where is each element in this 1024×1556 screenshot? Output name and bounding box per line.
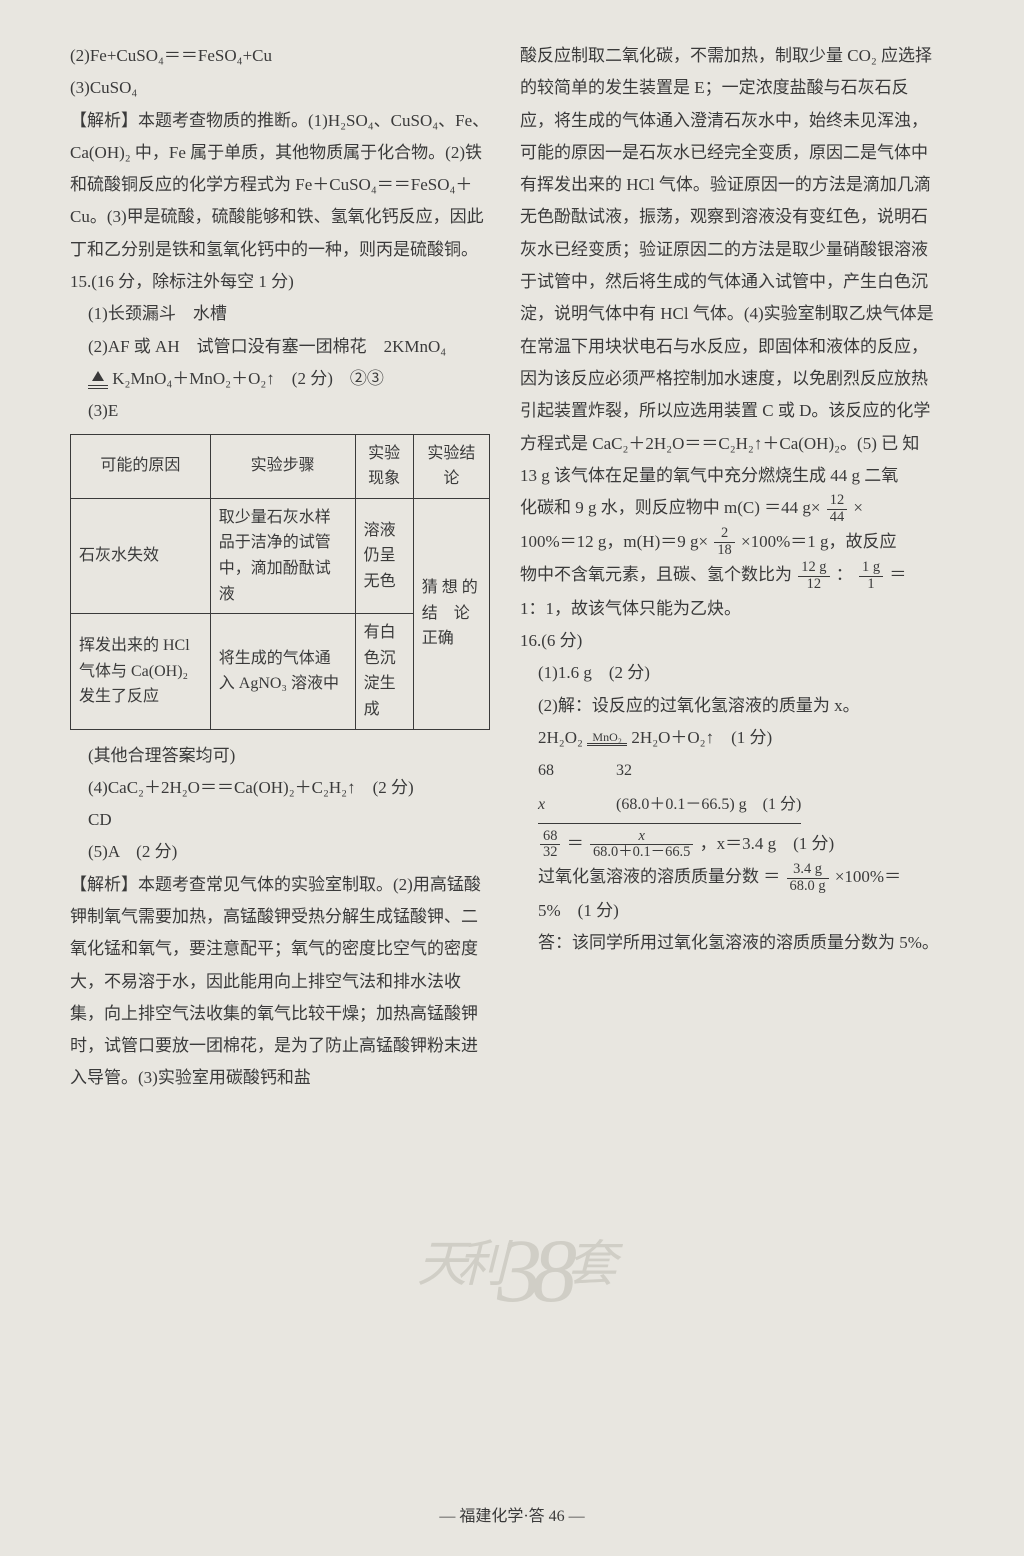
table-header: 可能的原因 [71,434,211,498]
text-line: (2)Fe+CuSO₄＝＝FeSO₄+Cu [70,40,490,72]
proportion-line: 68 32 ＝ x 68.0＋0.1－66.5 ，x＝3.4 g (1 分) [520,828,940,861]
text-line: 5% (1 分) [520,895,940,927]
text-line: (3)E [70,395,490,427]
question-header: 16.(6 分) [520,625,940,657]
numerator: 68 [540,829,560,846]
fraction: 12 g 12 [798,560,829,593]
text-span: 100%＝12 g，m(H)＝9 g× [520,532,708,551]
fraction: 68 32 [540,829,560,862]
reaction-line: 2H₂O₂ MnO₂ 2H₂O＋O₂↑ (1 分) [520,722,940,754]
numerator: 12 g [798,560,829,577]
table-row: 石灰水失效 取少量石灰水样品于洁净的试管中，滴加酚酞试液 溶液仍呈无色 猜 想 … [71,498,490,613]
text-line: (4)CaC₂＋2H₂O＝＝Ca(OH)₂＋C₂H₂↑ (2 分) [70,772,490,804]
text-line: (1)1.6 g (2 分) [520,657,940,689]
equation-line: K₂MnO₄＋MnO₂＋O₂↑ (2 分) ②③ [70,363,490,395]
value: 68 [538,756,598,786]
watermark-text: 套 [567,1236,607,1292]
text-span: ＝ [889,565,906,584]
analysis-label: 【解析】 [70,111,138,130]
fraction: 1 g 1 [859,560,883,593]
page-footer: — 福建化学·答 46 — [0,1502,1024,1526]
fraction: 2 18 [714,526,734,559]
table-cell: 有白色沉淀生成 [355,614,413,729]
text-span: 过氧化氢溶液的溶质质量分数 ＝ [538,867,780,886]
numerator: 12 [827,493,847,510]
value: x [538,790,598,820]
fraction: x 68.0＋0.1－66.5 [590,829,693,862]
condition: MnO₂ [587,731,627,743]
text-line: 1：1，故该气体只能为乙炔。 [520,593,940,625]
value: (68.0＋0.1－66.5) g (1 分) [616,790,801,820]
text-span: ，x＝3.4 g (1 分) [700,834,835,853]
fraction: 12 44 [827,493,847,526]
numerator: 3.4 g [787,862,829,879]
right-column: 酸反应制取二氧化碳，不需加热，制取少量 CO₂ 应选择的较简单的发生装置是 E；… [520,40,940,1095]
math-line: 化碳和 9 g 水，则反应物中 m(C) ＝44 g× 12 44 × [520,492,940,525]
table-cell: 溶液仍呈无色 [355,498,413,613]
numerator: 1 g [859,560,883,577]
analysis-block: 【解析】本题考查物质的推断。(1)H₂SO₄、CuSO₄、Fe、Ca(OH)₂ … [70,105,490,266]
text-line: (5)A (2 分) [70,836,490,868]
denominator: 1 [859,577,883,593]
stoich-row: x (68.0＋0.1－66.5) g (1 分) [538,790,801,823]
text-line: (3)CuSO₄ [70,72,490,104]
math-line: 物中不含氧元素，且碳、氢个数比为 12 g 12 ： 1 g 1 ＝ [520,559,940,592]
table-cell: 挥发出来的 HCl 气体与 Ca(OH)₂ 发生了反应 [71,614,211,729]
answer-line: 答：该同学所用过氧化氢溶液的溶质质量分数为 5%。 [520,927,940,959]
denominator: 68.0 g [787,879,829,895]
text-span: ×100%＝ [835,867,901,886]
note-line: (其他合理答案均可) [70,740,490,772]
value: 32 [616,756,632,786]
analysis-label: 【解析】 [70,875,138,894]
math-line: 100%＝12 g，m(H)＝9 g× 2 18 ×100%＝1 g，故反应 [520,526,940,559]
math-line: 过氧化氢溶液的溶质质量分数 ＝ 3.4 g 68.0 g ×100%＝ [520,861,940,894]
table-cell: 取少量石灰水样品于洁净的试管中，滴加酚酞试液 [210,498,355,613]
numerator: 2 [714,526,734,543]
paragraph: 酸反应制取二氧化碳，不需加热，制取少量 CO₂ 应选择的较简单的发生装置是 E；… [520,40,940,492]
watermark-text: 38 [497,1222,567,1321]
text-line: CD [70,804,490,836]
heat-icon [92,371,104,381]
equation-text: K₂MnO₄＋MnO₂＋O₂↑ (2 分) ②③ [112,369,384,388]
text-span: ： [836,565,853,584]
table-header: 实验现象 [355,434,413,498]
table-header: 实验步骤 [210,434,355,498]
text-span: 化碳和 9 g 水，则反应物中 m(C) ＝44 g× [520,498,820,517]
text-span: 物中不含氧元素，且碳、氢个数比为 [520,565,792,584]
numerator: x [590,829,693,846]
analysis-body: 本题考查物质的推断。(1)H₂SO₄、CuSO₄、Fe、Ca(OH)₂ 中，Fe… [70,111,489,259]
text-span: ×100%＝1 g，故反应 [741,532,897,551]
denominator: 32 [540,845,560,861]
table-row: 可能的原因 实验步骤 实验现象 实验结论 [71,434,490,498]
stoich-row: 68 32 [538,756,940,786]
table-cell: 猜 想 的结 论正确 [413,498,489,729]
left-column: (2)Fe+CuSO₄＝＝FeSO₄+Cu (3)CuSO₄ 【解析】本题考查物… [70,40,490,1095]
text-span: × [853,498,863,517]
denominator: 18 [714,543,734,559]
denominator: 68.0＋0.1－66.5 [590,845,693,861]
experiment-table: 可能的原因 实验步骤 实验现象 实验结论 石灰水失效 取少量石灰水样品于洁净的试… [70,434,490,730]
denominator: 12 [798,577,829,593]
fraction: 3.4 g 68.0 g [787,862,829,895]
analysis-body: 本题考查常见气体的实验室制取。(2)用高锰酸钾制氧气需要加热，高锰酸钾受热分解生… [70,875,481,1088]
page-body: (2)Fe+CuSO₄＝＝FeSO₄+Cu (3)CuSO₄ 【解析】本题考查物… [0,0,1024,1125]
text-line: (2)AF 或 AH 试管口没有塞一团棉花 2KMnO₄ [70,331,490,363]
denominator: 44 [827,510,847,526]
text-line: (2)解：设反应的过氧化氢溶液的质量为 x。 [520,690,940,722]
watermark-text: 天利 [417,1236,497,1292]
table-cell: 将生成的气体通入 AgNO₃ 溶液中 [210,614,355,729]
table-header: 实验结论 [413,434,489,498]
table-cell: 石灰水失效 [71,498,211,613]
analysis-block: 【解析】本题考查常见气体的实验室制取。(2)用高锰酸钾制氧气需要加热，高锰酸钾受… [70,869,490,1095]
question-header: 15.(16 分，除标注外每空 1 分) [70,266,490,298]
text-line: (1)长颈漏斗 水槽 [70,298,490,330]
watermark: 天利38套 [417,1220,607,1323]
